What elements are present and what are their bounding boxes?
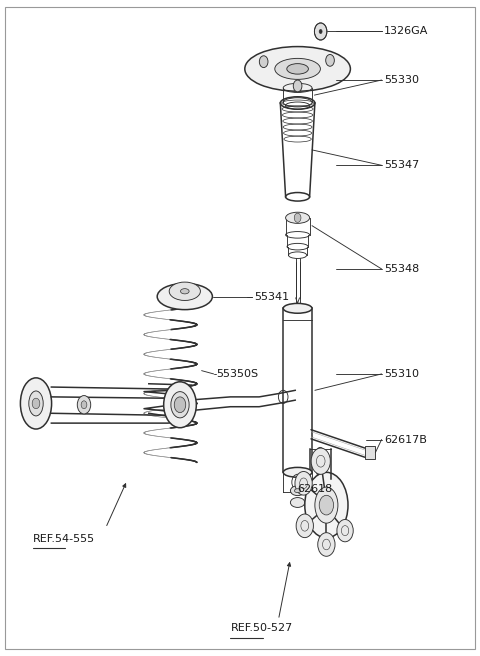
- Ellipse shape: [20, 378, 52, 429]
- Text: 55330: 55330: [384, 75, 419, 85]
- Ellipse shape: [29, 391, 43, 416]
- Circle shape: [295, 472, 312, 495]
- Circle shape: [81, 401, 87, 409]
- Ellipse shape: [287, 64, 309, 74]
- Circle shape: [326, 54, 335, 66]
- Text: 55310: 55310: [384, 369, 419, 379]
- FancyBboxPatch shape: [365, 446, 375, 459]
- Text: 55350S: 55350S: [216, 369, 258, 379]
- Ellipse shape: [169, 282, 201, 300]
- Text: 55347: 55347: [384, 160, 419, 171]
- Circle shape: [259, 56, 268, 68]
- Circle shape: [319, 30, 322, 33]
- Ellipse shape: [157, 283, 212, 310]
- Text: 1326GA: 1326GA: [384, 26, 428, 37]
- Circle shape: [32, 398, 40, 409]
- Ellipse shape: [315, 487, 338, 523]
- Circle shape: [294, 213, 301, 222]
- Text: REF.50-527: REF.50-527: [230, 623, 293, 634]
- Text: REF.54-555: REF.54-555: [33, 534, 95, 544]
- Ellipse shape: [295, 489, 300, 493]
- Text: 62618: 62618: [298, 483, 333, 494]
- Circle shape: [174, 397, 186, 413]
- Ellipse shape: [283, 467, 312, 478]
- Circle shape: [337, 520, 353, 542]
- Text: 55348: 55348: [384, 264, 419, 274]
- Circle shape: [311, 448, 330, 474]
- Text: 62617B: 62617B: [384, 434, 427, 445]
- Ellipse shape: [275, 58, 321, 79]
- Circle shape: [319, 495, 334, 515]
- Ellipse shape: [180, 289, 189, 294]
- Text: 55341: 55341: [254, 291, 289, 302]
- Ellipse shape: [245, 47, 350, 91]
- Circle shape: [293, 80, 302, 92]
- Ellipse shape: [286, 212, 310, 223]
- Ellipse shape: [290, 485, 305, 496]
- Ellipse shape: [164, 382, 196, 428]
- Ellipse shape: [305, 472, 348, 538]
- Ellipse shape: [290, 497, 305, 508]
- Ellipse shape: [171, 392, 189, 418]
- Ellipse shape: [283, 303, 312, 314]
- Circle shape: [318, 533, 335, 556]
- Circle shape: [77, 396, 91, 414]
- Circle shape: [296, 514, 313, 538]
- Circle shape: [314, 23, 327, 40]
